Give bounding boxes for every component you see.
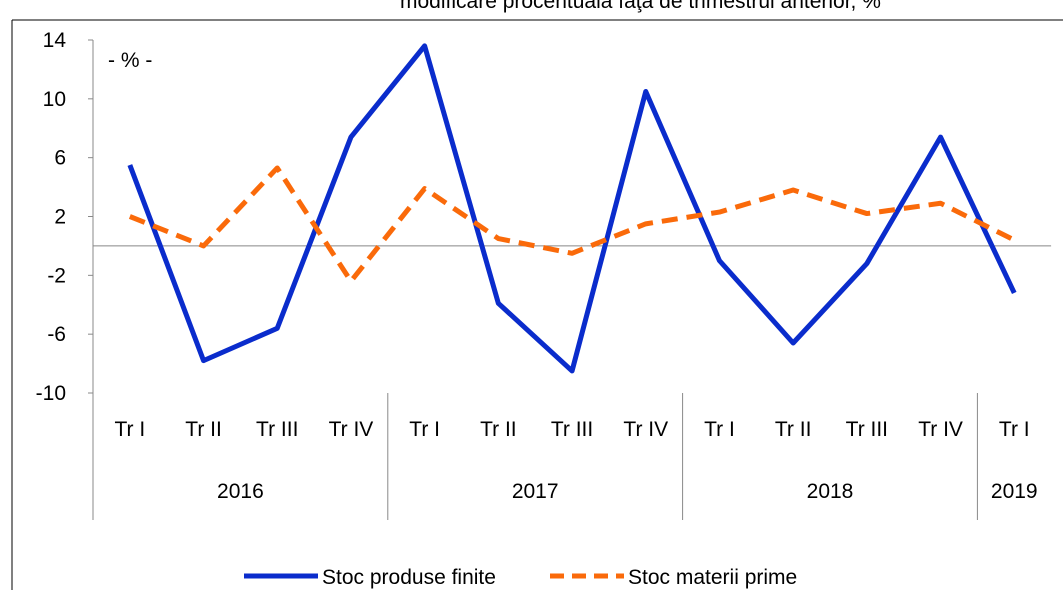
series-line xyxy=(127,43,1017,374)
group-label: 2016 xyxy=(217,480,264,503)
x-tick-label: Tr II xyxy=(185,418,222,441)
y-tick-label: 6 xyxy=(54,147,66,170)
x-tick-label: Tr I xyxy=(704,418,735,441)
series-line xyxy=(128,165,1016,284)
x-tick-label: Tr III xyxy=(256,418,298,441)
y-tick-label: -10 xyxy=(36,382,66,405)
y-tick-label: 10 xyxy=(43,88,66,111)
x-tick-label: Tr IV xyxy=(329,418,374,441)
x-tick-label: Tr I xyxy=(999,418,1030,441)
group-label: 2019 xyxy=(991,480,1038,503)
legend-label: Stoc materii prime xyxy=(628,566,797,589)
x-tick-label: Tr I xyxy=(114,418,145,441)
x-tick-label: Tr II xyxy=(480,418,517,441)
y-tick-label: 2 xyxy=(54,206,66,229)
x-tick-label: Tr I xyxy=(409,418,440,441)
x-tick-label: Tr III xyxy=(551,418,593,441)
annotation: - % - xyxy=(108,49,152,72)
legend-label: Stoc produse finite xyxy=(322,566,496,589)
y-tick-label: 14 xyxy=(43,29,67,52)
x-tick-label: Tr II xyxy=(775,418,812,441)
y-tick-label: -2 xyxy=(47,264,66,287)
subtitle: modificare procentuală faţă de trimestru… xyxy=(400,0,881,13)
x-tick-label: Tr IV xyxy=(918,418,963,441)
x-tick-label: Tr III xyxy=(846,418,888,441)
group-label: 2018 xyxy=(807,480,854,503)
group-label: 2017 xyxy=(512,480,559,503)
y-tick-label: -6 xyxy=(47,323,66,346)
x-tick-label: Tr IV xyxy=(623,418,668,441)
